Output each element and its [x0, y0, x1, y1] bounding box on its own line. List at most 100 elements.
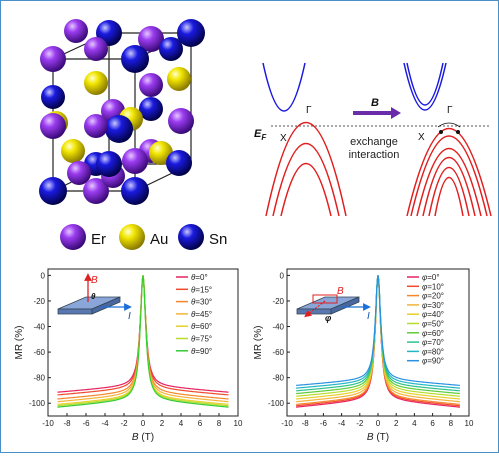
x-tick-label: -8: [302, 419, 310, 428]
x-tick-label: 6: [430, 419, 435, 428]
legend-label: θ=90°: [191, 347, 212, 356]
er-atom: [138, 26, 164, 52]
er-atom: [84, 114, 108, 138]
x-tick-label: 6: [198, 419, 203, 428]
x-tick-label: 8: [217, 419, 222, 428]
hole-band-left-1: [265, 122, 347, 217]
hole-band-left-2: [272, 143, 340, 217]
er-legend-label: Er: [91, 231, 106, 248]
crossing-point-2: [456, 130, 460, 134]
hole-band-right-1: [406, 128, 492, 217]
er-atom: [139, 73, 163, 97]
exchange-label-line2: interaction: [349, 149, 400, 161]
sn-atom: [121, 177, 149, 205]
legend-label: θ=45°: [191, 310, 212, 319]
au-legend-sphere: [119, 224, 145, 250]
hole-band-right-6: [434, 177, 464, 217]
y-tick-label: -100: [29, 399, 46, 408]
inset-field-label: B: [337, 286, 344, 297]
sn-atom: [121, 45, 149, 73]
sn-atom: [41, 85, 65, 109]
y-tick-label: -80: [272, 374, 284, 383]
exchange-label-line1: exchange: [350, 136, 398, 148]
y-tick-label: -40: [33, 323, 45, 332]
y-tick-label: -100: [268, 399, 285, 408]
er-atom: [84, 37, 108, 61]
x-axis-label: B (T): [367, 432, 389, 443]
er-atom: [64, 19, 88, 43]
hole-band-left-3: [280, 163, 332, 217]
mr-series-line: [296, 275, 460, 386]
fermi-level-label: EF: [254, 128, 267, 142]
x-tick-label: -4: [101, 419, 109, 428]
y-axis-label: MR (%): [14, 326, 25, 360]
sample-front: [91, 296, 121, 315]
x-point-label-right: X: [418, 132, 425, 143]
current-label: I: [367, 311, 370, 322]
au-atom: [167, 67, 191, 91]
y-tick-label: -60: [272, 348, 284, 357]
hole-band-right-4: [422, 156, 476, 217]
x-tick-label: -6: [320, 419, 328, 428]
y-tick-label: -20: [272, 297, 284, 306]
y-tick-label: -40: [272, 323, 284, 332]
x-tick-label: 0: [376, 419, 381, 428]
x-tick-label: 4: [179, 419, 184, 428]
legend-label: φ=70°: [422, 338, 444, 347]
legend-label: θ=60°: [191, 322, 212, 331]
sn-atom: [166, 150, 192, 176]
gamma-point-label-right: Γ: [447, 105, 453, 116]
er-atom: [168, 108, 194, 134]
au-atom: [84, 71, 108, 95]
x-tick-label: 2: [160, 419, 165, 428]
mr-series-line: [57, 275, 229, 408]
hole-band-right-5: [428, 167, 470, 217]
inset-angle-label: θ: [91, 292, 96, 301]
y-axis-label: MR (%): [253, 326, 264, 360]
sn-atom: [39, 177, 67, 205]
x-point-label-left: X: [280, 133, 287, 144]
sample-side: [57, 308, 93, 315]
sn-atom: [159, 37, 183, 61]
hole-band-right-3: [416, 148, 482, 217]
er-atom: [40, 113, 66, 139]
electron-band-right-2: [406, 62, 444, 106]
legend-label: θ=0°: [191, 273, 208, 282]
hole-band-right-2: [410, 135, 488, 217]
legend-label: φ=90°: [422, 357, 444, 366]
x-tick-label: -10: [42, 419, 54, 428]
field-arrow: [304, 300, 326, 318]
band-diagram: EF X Γ B exchange interaction X Γ: [254, 62, 492, 217]
electron-band-right-1: [403, 62, 447, 111]
x-tick-label: 4: [412, 419, 417, 428]
inset-field-label: B: [91, 275, 98, 286]
x-tick-label: -6: [82, 419, 90, 428]
x-tick-label: -10: [281, 419, 293, 428]
legend-label: φ=80°: [422, 347, 444, 356]
y-tick-label: -60: [33, 348, 45, 357]
legend-label: φ=10°: [422, 282, 444, 291]
inset-angle-label: φ: [325, 313, 332, 323]
field-rotation-box: [312, 294, 338, 304]
x-tick-label: -2: [120, 419, 128, 428]
legend-label: φ=20°: [422, 292, 444, 301]
atom-legend: Er Au Sn: [60, 224, 227, 250]
sn-atom: [105, 115, 133, 143]
sn-legend-sphere: [178, 224, 204, 250]
crossing-arc: [437, 122, 461, 128]
x-tick-label: 10: [234, 419, 243, 428]
gamma-point-label-left: Γ: [306, 105, 312, 116]
y-tick-label: 0: [280, 271, 285, 280]
er-atom: [67, 161, 91, 185]
au-atom: [61, 139, 85, 163]
x-tick-label: 10: [465, 419, 474, 428]
x-tick-label: -2: [356, 419, 364, 428]
er-legend-sphere: [60, 224, 86, 250]
crossing-point-1: [439, 130, 443, 134]
legend-label: φ=40°: [422, 310, 444, 319]
crystal-structure: [39, 19, 205, 205]
